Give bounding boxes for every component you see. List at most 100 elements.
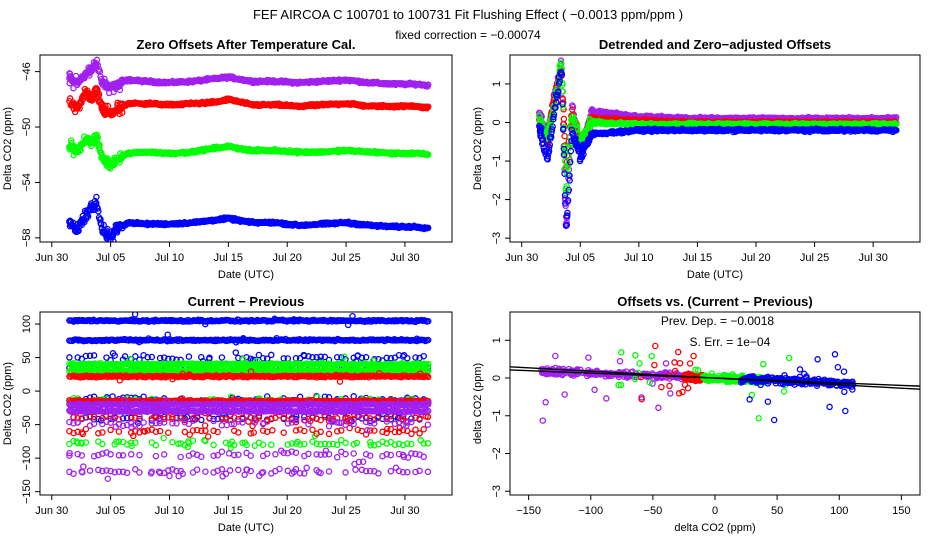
point-blue (576, 157, 584, 165)
chart-panel1: Zero Offsets After Temperature Cal.Date … (2, 37, 453, 281)
point-purple (85, 70, 93, 77)
point-green (587, 116, 594, 123)
x-tick-label: Jul 25 (800, 252, 829, 264)
point-purple (116, 86, 124, 94)
point-blue (91, 197, 99, 205)
point-blue (565, 186, 573, 194)
point-blue (113, 227, 121, 235)
point-blue (579, 141, 587, 148)
point-purple (90, 59, 98, 66)
point-purple (85, 64, 92, 71)
point-green (80, 133, 88, 140)
point-blue (93, 193, 100, 201)
point-green (573, 121, 581, 128)
x-tick-label: Jun 30 (35, 505, 68, 517)
point-blue (566, 177, 573, 184)
point-blue (561, 192, 569, 199)
point-blue (110, 238, 117, 242)
point-red (108, 107, 115, 115)
point-blue (893, 126, 900, 134)
point-blue (580, 151, 587, 158)
x-tick-label: Jul 20 (273, 252, 302, 264)
point-red (110, 109, 117, 116)
point-purple (101, 83, 109, 91)
x-tick-label: Jul 15 (683, 252, 712, 264)
point-blue (103, 235, 110, 242)
figure-subtitle: fixed correction = −0.00074 (395, 28, 541, 42)
y-tick-label: −150 (21, 479, 33, 504)
x-axis-label: Date (UTC) (218, 269, 274, 281)
x-tick-label: Jul 05 (96, 252, 125, 264)
point-red (79, 95, 87, 103)
panels: Zero Offsets After Temperature Cal.Date … (2, 37, 921, 534)
point-blue (560, 151, 568, 159)
point-blue (588, 132, 595, 139)
point-blue (563, 221, 570, 229)
chart-panel2: Detrended and Zero−adjusted OffsetsDate … (472, 37, 921, 281)
point-green (101, 154, 108, 161)
point-blue (573, 139, 580, 147)
y-tick-label: −3 (491, 232, 503, 245)
y-axis-label: Delta CO2 (ppm) (472, 107, 484, 190)
point-blue (424, 224, 432, 232)
point-blue (300, 337, 308, 345)
x-axis-label: Date (UTC) (218, 522, 274, 534)
point-green (77, 142, 85, 149)
point-purple (70, 84, 77, 92)
point-green (566, 144, 573, 151)
y-tick-label: 100 (21, 315, 33, 333)
point-blue (568, 126, 575, 133)
point-red (114, 99, 121, 107)
x-tick-label: Jul 25 (331, 252, 360, 264)
point-green (83, 138, 90, 146)
x-tick-label: Jul 05 (96, 505, 125, 517)
point-blue (66, 218, 73, 226)
x-tick-label: Jul 20 (273, 505, 302, 517)
point-green (573, 124, 581, 132)
point-blue (90, 204, 98, 211)
point-green (96, 141, 103, 148)
point-red (424, 103, 432, 110)
y-tick-label: −100 (21, 446, 33, 471)
point-blue (540, 144, 547, 151)
x-tick-label: Jul 10 (624, 252, 653, 264)
point-blue (103, 227, 110, 234)
point-green (569, 116, 576, 124)
point-blue (538, 124, 545, 132)
point-blue (539, 140, 546, 148)
point-blue (94, 205, 101, 212)
point-blue (567, 147, 575, 155)
point-red (95, 98, 103, 106)
y-tick-label: −50 (21, 118, 33, 137)
x-tick-label: Jul 10 (155, 505, 184, 517)
point-blue (78, 216, 86, 223)
point-green (67, 137, 75, 144)
plot-frame (509, 54, 921, 243)
point-red (102, 102, 109, 110)
point-red (118, 109, 126, 116)
point-green (110, 161, 118, 169)
x-tick-label: Jul 30 (858, 252, 887, 264)
point-red (569, 106, 576, 113)
point-red (560, 115, 568, 123)
y-axis-label: Delta CO2 (ppm) (2, 107, 14, 190)
plot-area (66, 56, 432, 242)
point-green (106, 159, 113, 166)
point-purple (101, 75, 108, 83)
point-blue (553, 99, 560, 106)
point-blue (424, 317, 432, 325)
point-blue (100, 221, 107, 229)
point-purple (78, 73, 86, 80)
point-blue (327, 316, 335, 324)
point-blue (559, 100, 566, 108)
y-tick-label: −2 (491, 193, 503, 206)
point-blue (560, 125, 567, 132)
x-tick-label: Jul 20 (741, 252, 770, 264)
point-green (119, 153, 126, 161)
point-green (569, 113, 576, 120)
point-blue (116, 221, 124, 228)
x-tick-label: Jul 15 (214, 252, 243, 264)
point-green (556, 62, 564, 70)
y-tick-label: −1 (491, 155, 503, 168)
